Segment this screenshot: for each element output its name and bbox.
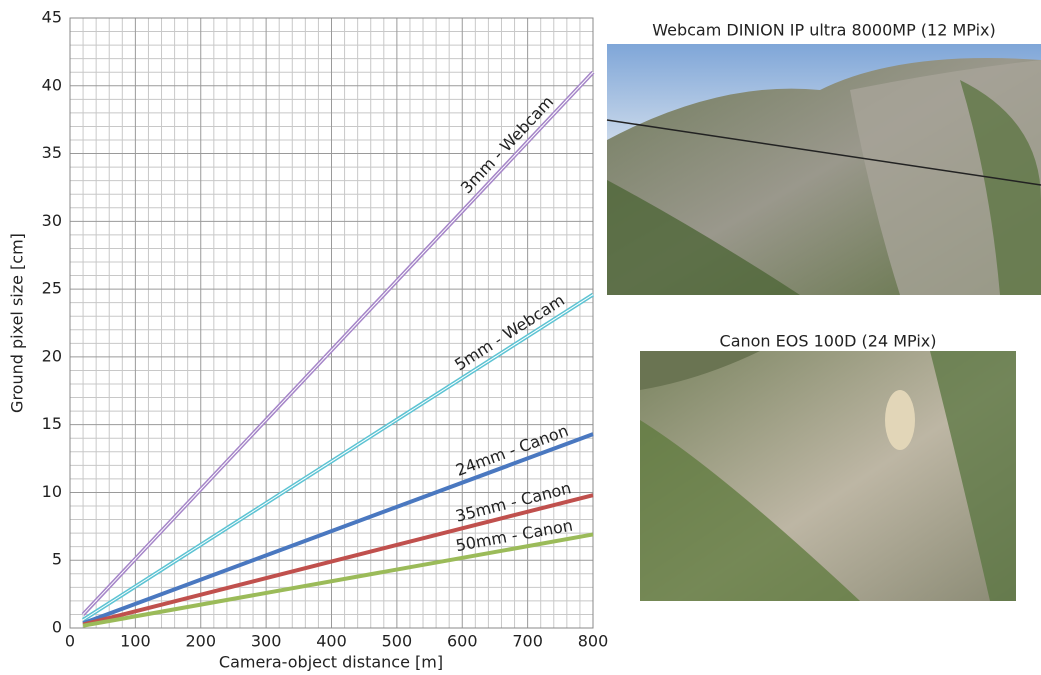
y-tick-label: 30	[42, 211, 62, 230]
x-tick-label: 500	[382, 632, 413, 651]
image-title: Webcam DINION IP ultra 8000MP (12 MPix)	[652, 21, 996, 40]
series-line	[82, 432, 594, 626]
image-title: Canon EOS 100D (24 MPix)	[720, 332, 937, 351]
x-tick-label: 100	[120, 632, 151, 651]
photo-canon	[640, 351, 1016, 601]
y-tick-label: 10	[42, 482, 62, 501]
y-tick-label: 45	[42, 8, 62, 27]
x-axis-label: Camera-object distance [m]	[219, 653, 443, 672]
line-highlight	[82, 71, 594, 615]
y-tick-label: 25	[42, 279, 62, 298]
series-label: 3mm - Webcam	[457, 92, 557, 197]
photo-webcam	[606, 44, 1041, 295]
y-tick-label: 20	[42, 346, 62, 365]
x-tick-label: 200	[185, 632, 216, 651]
y-tick-label: 35	[42, 143, 62, 162]
y-tick-label: 40	[42, 75, 62, 94]
y-axis-label: Ground pixel size [cm]	[8, 233, 27, 413]
x-tick-label: 700	[512, 632, 543, 651]
plot-frame	[69, 17, 594, 629]
x-tick-label: 600	[447, 632, 478, 651]
line-highlight	[82, 294, 594, 621]
y-tick-label: 0	[52, 618, 62, 637]
y-tick-label: 15	[42, 414, 62, 433]
x-tick-label: 400	[316, 632, 347, 651]
series-line	[82, 493, 594, 627]
y-tick-label: 5	[52, 550, 62, 569]
x-tick-label: 800	[578, 632, 609, 651]
x-tick-label: 300	[251, 632, 282, 651]
series-line	[82, 532, 594, 628]
plot: 0 100 200 300 400 500 600 700 800 0 5 10 15 20 25 30 35 4…	[42, 8, 609, 651]
x-tick-label: 0	[65, 632, 75, 651]
